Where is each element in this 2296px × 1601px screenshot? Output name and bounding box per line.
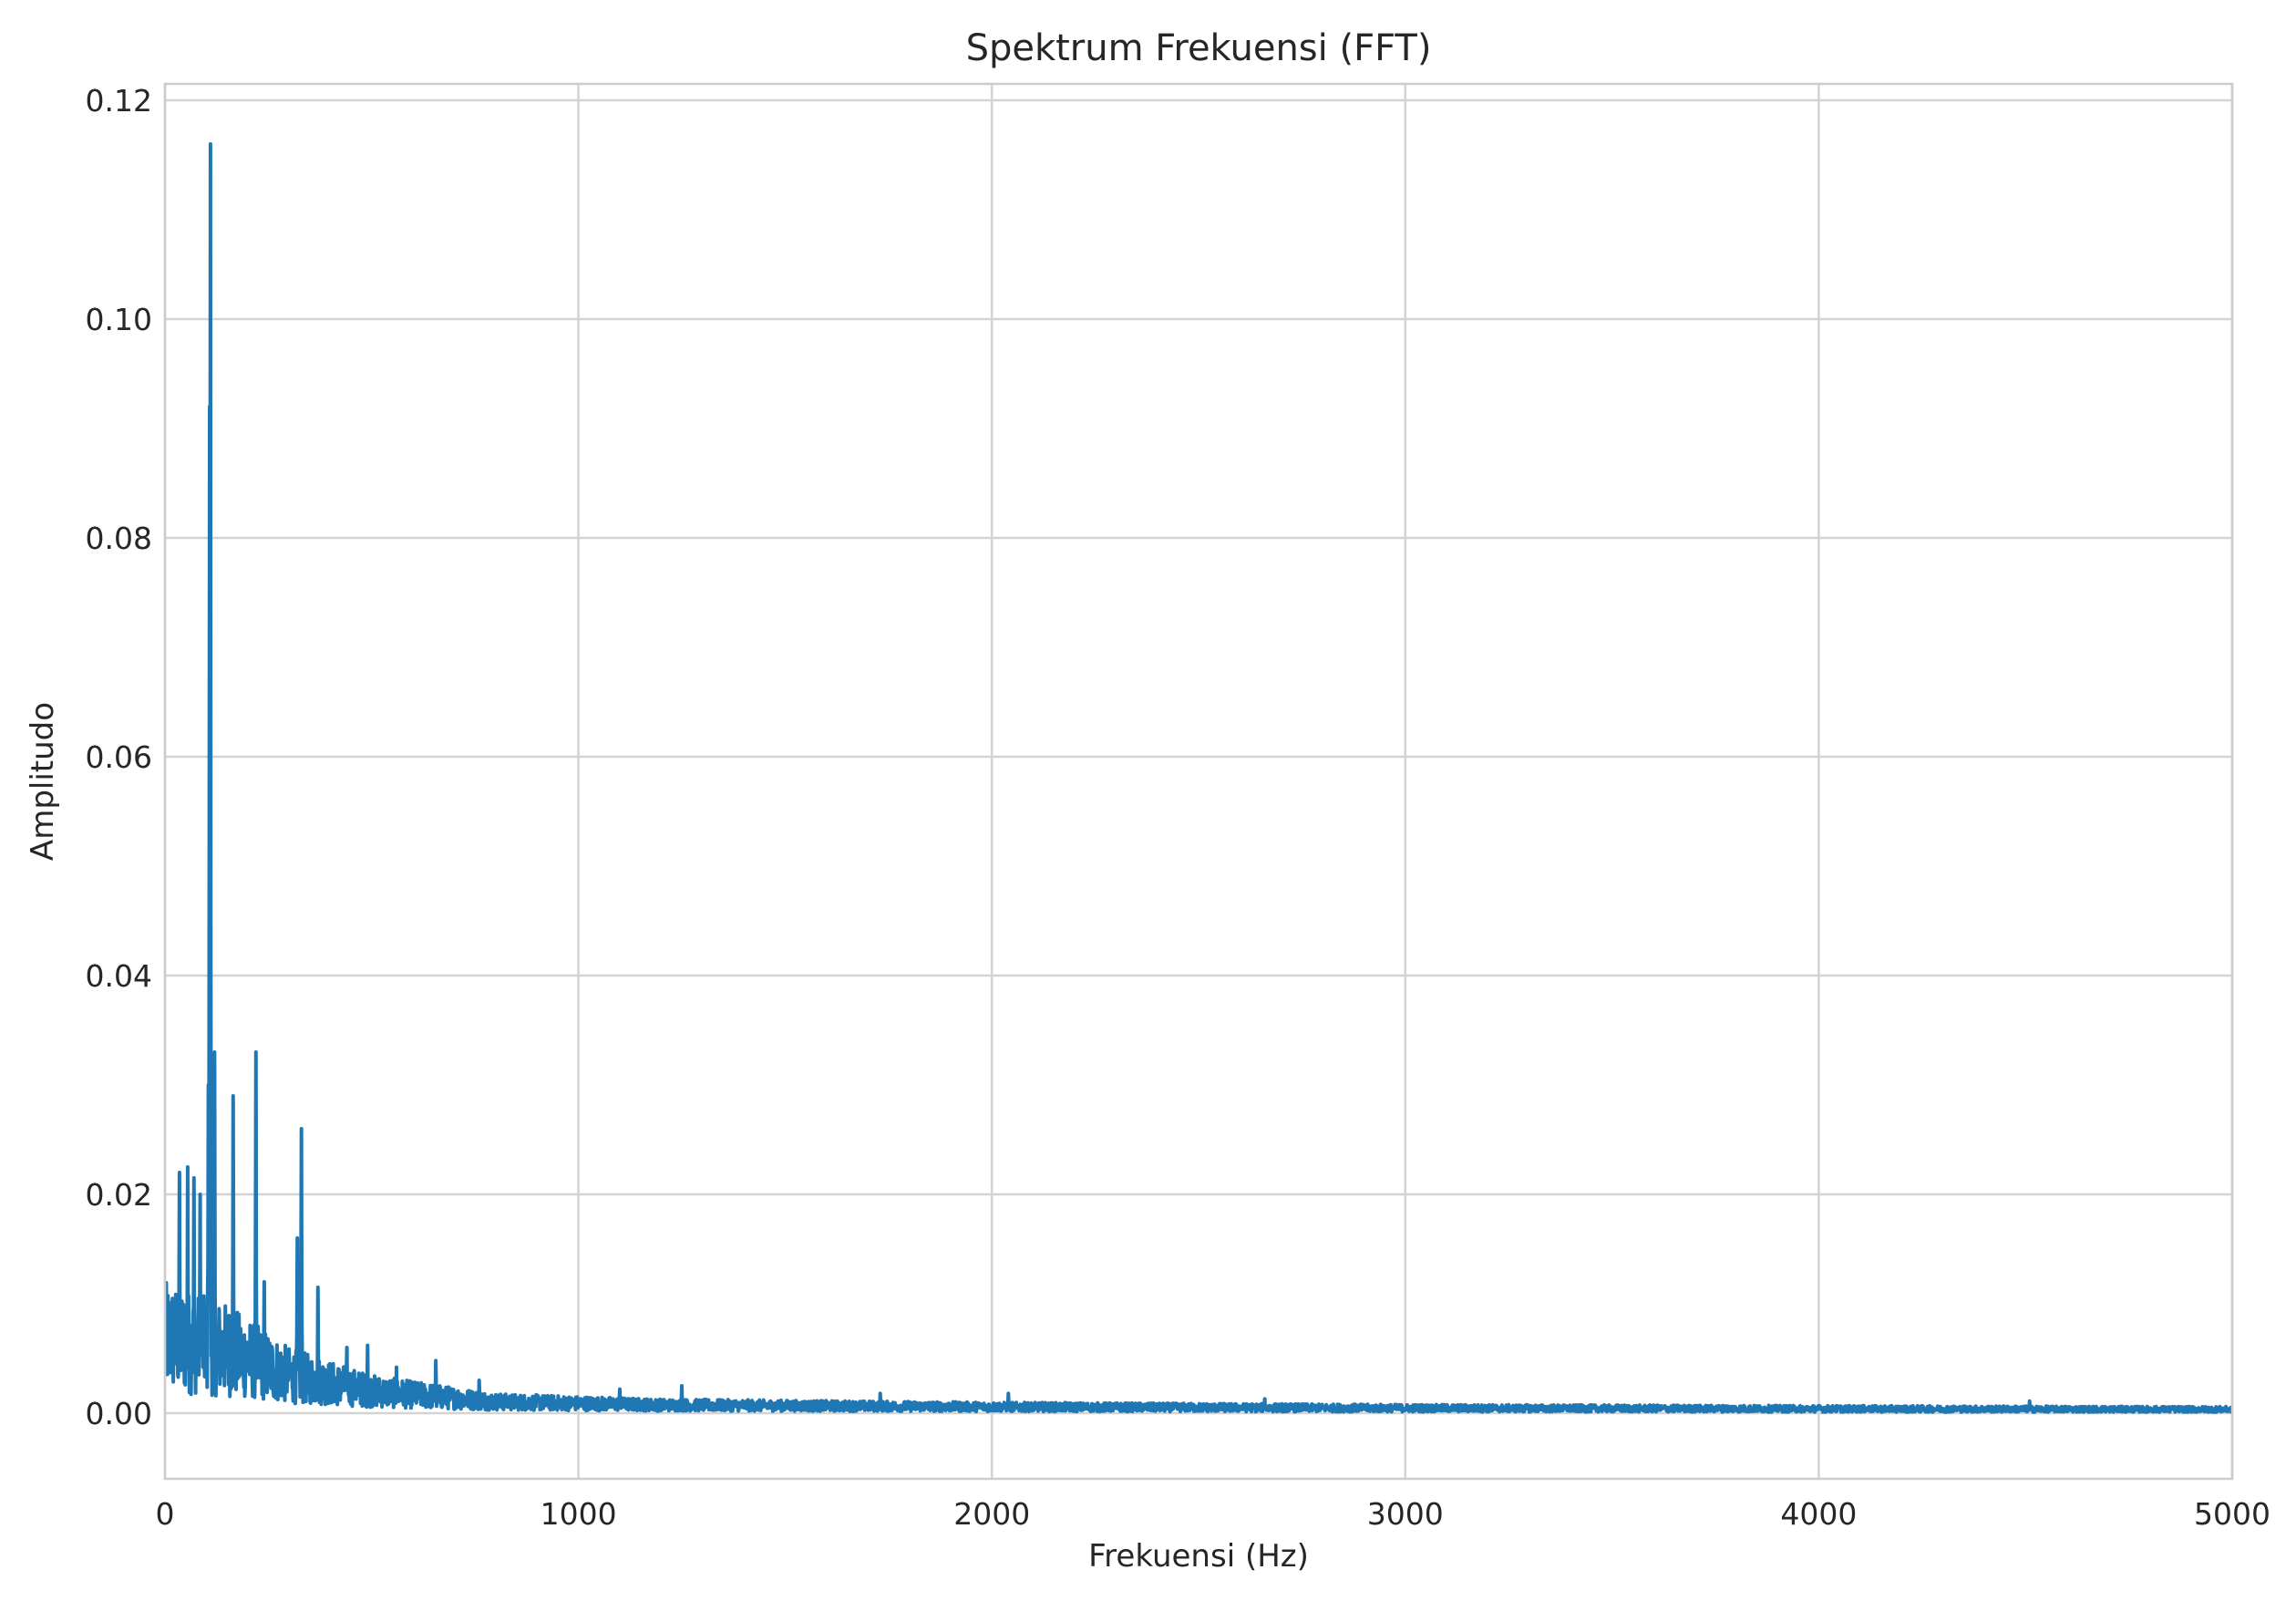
y-tick-label: 0.10 bbox=[86, 302, 152, 337]
y-tick-labels: 0.00 0.02 0.04 0.06 0.08 0.10 0.12 bbox=[86, 83, 152, 1431]
y-tick-label: 0.00 bbox=[86, 1396, 152, 1431]
y-tick-label: 0.08 bbox=[86, 521, 152, 556]
series-group bbox=[165, 142, 2232, 1414]
x-tick-label: 1000 bbox=[541, 1496, 617, 1532]
y-tick-label: 0.04 bbox=[86, 958, 152, 994]
x-tick-label: 4000 bbox=[1780, 1496, 1857, 1532]
y-tick-label: 0.02 bbox=[86, 1177, 152, 1213]
x-tick-label: 2000 bbox=[953, 1496, 1030, 1532]
y-axis-label: Amplitudo bbox=[25, 702, 61, 861]
x-tick-labels: 0 1000 2000 3000 4000 5000 bbox=[156, 1496, 2270, 1532]
y-tick-label: 0.06 bbox=[86, 739, 152, 775]
plot-frame bbox=[163, 82, 2234, 1481]
x-tick-label: 5000 bbox=[2194, 1496, 2270, 1532]
x-axis-label: Frekuensi (Hz) bbox=[1088, 1538, 1309, 1575]
x-tick-label: 3000 bbox=[1367, 1496, 1444, 1532]
y-tick-label: 0.12 bbox=[86, 83, 152, 119]
spectrum-line bbox=[165, 142, 2232, 1414]
chart-title: Spektrum Frekuensi (FFT) bbox=[966, 27, 1432, 69]
x-tick-label: 0 bbox=[156, 1496, 175, 1532]
